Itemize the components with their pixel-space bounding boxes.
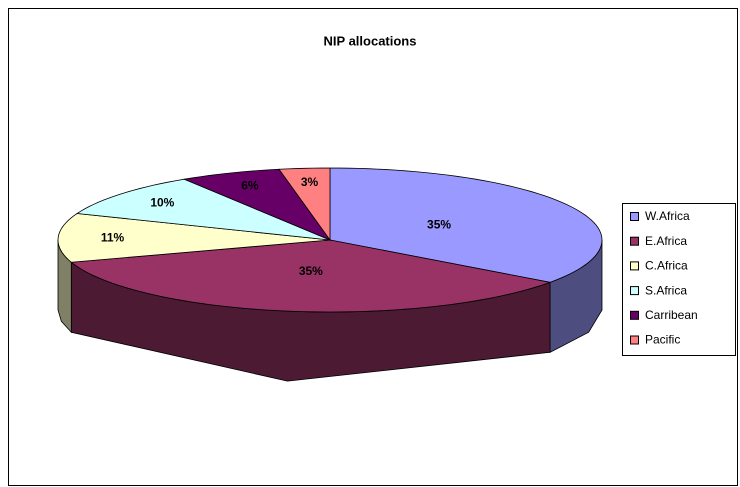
legend-label: Carribean [645, 308, 698, 322]
legend-swatch [630, 286, 639, 296]
data-label: 35% [299, 264, 323, 278]
legend-swatch [630, 236, 639, 246]
legend-swatch [630, 310, 639, 320]
data-label: 3% [301, 175, 319, 189]
legend-swatch [630, 261, 639, 271]
pie-slice [75, 178, 331, 241]
legend-box [622, 203, 736, 356]
legend-swatch [630, 335, 639, 345]
data-label: 35% [427, 217, 451, 231]
pie-slice [182, 168, 332, 241]
pie-slice [329, 167, 603, 283]
pie-slice [70, 239, 552, 313]
data-label: 10% [150, 195, 174, 209]
chart-title: NIP allocations [324, 33, 417, 48]
data-label: 6% [241, 179, 259, 193]
legend-label: W.Africa [645, 209, 690, 223]
legend-label: C.Africa [645, 259, 688, 273]
legend-label: E.Africa [645, 234, 687, 248]
legend-label: S.Africa [645, 283, 687, 297]
legend-swatch [630, 212, 639, 221]
pie-slice [57, 213, 331, 263]
legend-label: Pacific [645, 333, 680, 347]
data-label: 11% [101, 230, 125, 244]
pie-slice [278, 167, 331, 242]
